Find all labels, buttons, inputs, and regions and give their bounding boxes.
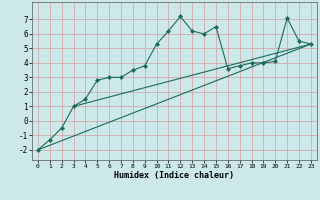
X-axis label: Humidex (Indice chaleur): Humidex (Indice chaleur) bbox=[115, 171, 234, 180]
